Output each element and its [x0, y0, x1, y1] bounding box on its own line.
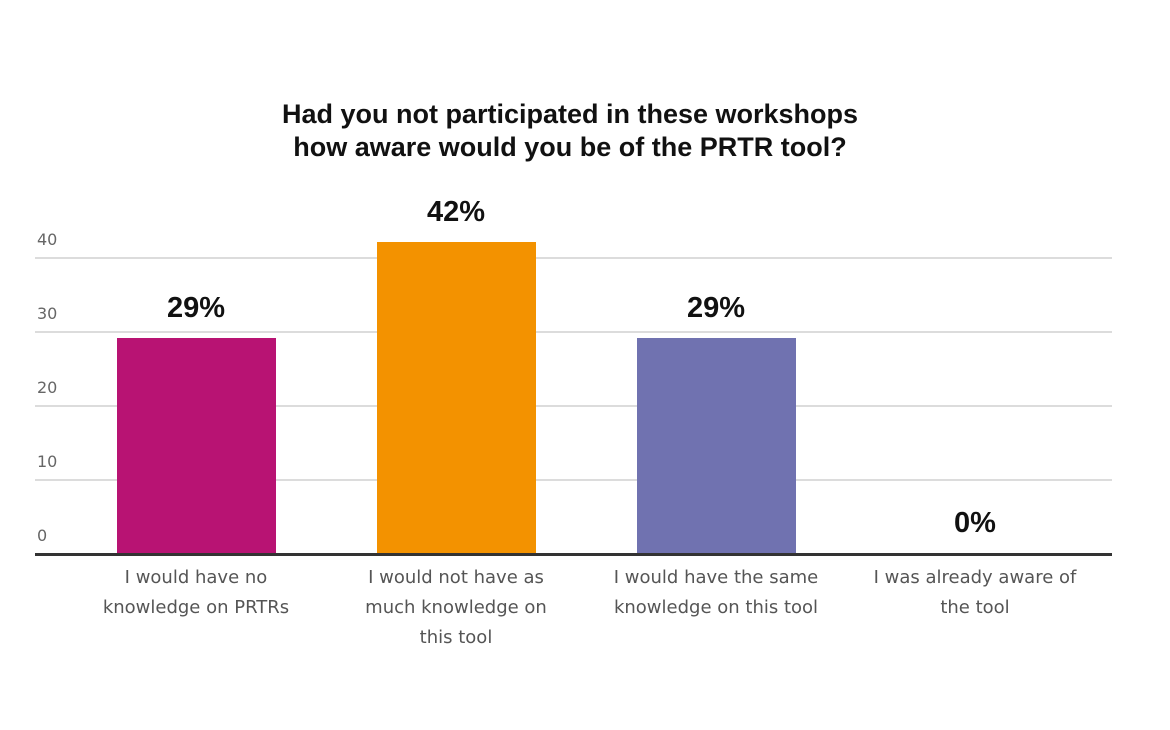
- x-category-label-line: the tool: [940, 597, 1010, 618]
- bar-3: [637, 338, 796, 553]
- bar-2: [377, 242, 536, 553]
- x-category-label-line: knowledge on this tool: [613, 597, 819, 618]
- y-tick-label: 10: [37, 452, 58, 471]
- x-category-label-line: I would have no: [124, 567, 268, 588]
- y-tick-label: 0: [37, 526, 48, 545]
- x-axis-line: [35, 553, 1112, 556]
- y-tick-label: 30: [37, 304, 58, 323]
- bar-1: [117, 338, 276, 553]
- x-category-label-line: I was already aware of: [873, 567, 1077, 588]
- y-tick-label: 20: [37, 378, 58, 397]
- gridline: [35, 331, 1112, 333]
- x-category-label-line: I would have the same: [613, 567, 819, 588]
- x-category-label-2: I would not have as much knowledge on this…: [326, 563, 586, 653]
- y-tick-label: 40: [37, 230, 58, 249]
- x-category-label-line: knowledge on PRTRs: [102, 597, 290, 618]
- chart-title: Had you not participated in these worksh…: [0, 98, 1140, 164]
- x-category-label-4: I was already aware of the tool: [845, 563, 1105, 623]
- chart-title-line-2: how aware would you be of the PRTR tool?: [293, 132, 847, 162]
- chart-title-line-1: Had you not participated in these worksh…: [281, 99, 859, 129]
- x-category-label-line: much knowledge on: [365, 597, 547, 618]
- gridline: [35, 257, 1112, 259]
- plot-area: 0 10 20 30 40 29% I would have no knowledge on …: [35, 196, 1112, 660]
- data-label-2: 42%: [426, 196, 486, 229]
- data-label-3: 29%: [686, 292, 746, 325]
- data-label-4: 0%: [954, 507, 996, 539]
- x-category-label-line: this tool: [419, 627, 493, 648]
- data-label-1: 29%: [166, 292, 226, 325]
- gridline: [35, 405, 1112, 407]
- x-category-label-1: I would have no knowledge on PRTRs: [66, 563, 326, 623]
- x-category-label-line: I would not have as: [368, 567, 544, 588]
- gridline: [35, 479, 1112, 481]
- x-category-label-3: I would have the same knowledge on this t…: [586, 563, 846, 623]
